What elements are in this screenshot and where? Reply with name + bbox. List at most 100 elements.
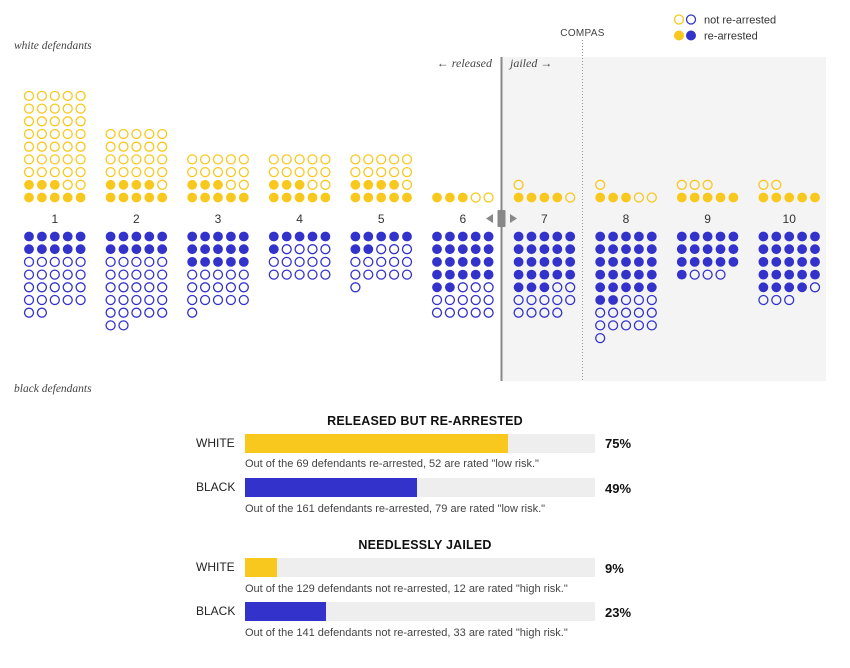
black-rearrested-dot [238,231,249,242]
black-not-rearrested-dot [199,282,211,293]
black-rearrested-dot [363,244,374,255]
black-rearrested-dot [702,244,713,255]
black-rearrested-dot [797,257,807,267]
white-rearrested-dot [200,179,211,190]
white-not-rearrested-dot [225,179,237,190]
black-not-rearrested-dot [294,256,305,268]
black-not-rearrested-dot [646,294,657,306]
black-not-rearrested-dot [75,294,86,306]
black-rearrested-dot [483,257,494,267]
black-rearrested-dot [797,282,807,293]
bar-note-white-released: Out of the 69 defendants re-arrested, 52… [245,458,539,470]
black-not-rearrested-dot [118,256,129,268]
white-not-rearrested-dot [105,128,116,140]
legend-black-open-dot [685,14,697,25]
category-label-9: 9 [704,212,711,226]
black-rearrested-dot [213,257,223,267]
move-left-arrow-icon[interactable] [486,214,493,223]
black-rearrested-dot [445,269,455,280]
white-rearrested-dot [676,192,687,203]
black-rearrested-dot [810,244,820,255]
black-rearrested-dot [608,244,618,255]
black-not-rearrested-dot [144,269,155,280]
black-rearrested-dot [702,257,713,267]
white-rearrested-dot [118,179,129,190]
white-not-rearrested-dot [23,116,35,127]
black-rearrested-dot [131,244,142,255]
white-rearrested-dot [226,192,236,203]
black-not-rearrested-dot [75,269,86,280]
black-rearrested-dot [784,257,795,267]
black-not-rearrested-dot [715,269,726,280]
white-not-rearrested-dot [225,166,237,178]
move-right-arrow-icon[interactable] [510,214,517,223]
white-not-rearrested-dot [62,90,73,102]
bar-label-black-released: BLACK [196,480,236,494]
black-rearrested-dot [432,244,442,255]
white-not-rearrested-dot [23,90,35,102]
bar-track-black-jailed [245,602,595,621]
white-not-rearrested-dot [131,141,142,152]
black-rearrested-dot [213,244,223,255]
black-not-rearrested-dot [281,269,292,280]
white-rearrested-dot [350,192,361,203]
black-not-rearrested-dot [238,282,249,293]
black-rearrested-dot [49,231,60,242]
white-not-rearrested-dot [320,154,331,165]
black-rearrested-dot [552,257,563,267]
black-not-rearrested-dot [483,294,494,306]
white-rearrested-dot [24,192,34,203]
black-not-rearrested-dot [49,269,60,280]
black-not-rearrested-dot [118,269,129,280]
black-rearrested-dot [513,231,524,242]
black-rearrested-dot [513,269,524,280]
black-not-rearrested-dot [281,244,292,255]
black-rearrested-dot [37,244,47,255]
black-rearrested-dot [771,269,782,280]
black-not-rearrested-dot [350,282,361,293]
white-rearrested-dot [771,192,782,203]
black-not-rearrested-dot [646,320,657,331]
black-not-rearrested-dot [49,294,60,306]
black-not-rearrested-dot [539,307,550,318]
black-rearrested-dot [676,269,687,280]
black-rearrested-dot [676,257,687,267]
white-not-rearrested-dot [376,154,387,165]
black-rearrested-dot [646,244,657,255]
white-not-rearrested-dot [401,179,413,190]
black-not-rearrested-dot [784,294,795,306]
threshold-handle[interactable] [497,210,506,227]
white-rearrested-dot [728,192,739,203]
black-rearrested-dot [513,282,524,293]
white-not-rearrested-dot [702,179,713,190]
black-rearrested-dot [621,231,631,242]
black-rearrested-dot [552,269,563,280]
black-rearrested-dot [457,244,468,255]
white-not-rearrested-dot [771,179,782,190]
white-rearrested-dot [810,192,820,203]
black-not-rearrested-dot [238,269,249,280]
black-not-rearrested-dot [118,282,129,293]
black-rearrested-dot [483,269,494,280]
white-not-rearrested-dot [689,179,700,190]
black-rearrested-dot [62,231,73,242]
black-not-rearrested-dot [36,294,48,306]
black-rearrested-dot [595,269,606,280]
black-rearrested-dot [595,231,606,242]
black-rearrested-dot [445,244,455,255]
black-rearrested-dot [200,257,211,267]
black-rearrested-dot [784,231,795,242]
black-not-rearrested-dot [144,294,155,306]
bar-label-white-released: WHITE [196,436,235,450]
bar-white-jailed [245,558,277,577]
released-rearrested-title: RELEASED BUT RE-ARRESTED [327,414,523,428]
black-not-rearrested-dot [131,256,142,268]
white-not-rearrested-dot [199,154,211,165]
white-not-rearrested-dot [105,141,116,152]
black-rearrested-dot [432,231,442,242]
black-rearrested-dot [608,231,618,242]
bar-value-black-released: 49% [605,481,632,496]
white-rearrested-dot [758,192,769,203]
black-rearrested-dot [771,244,782,255]
category-label-3: 3 [215,212,222,226]
